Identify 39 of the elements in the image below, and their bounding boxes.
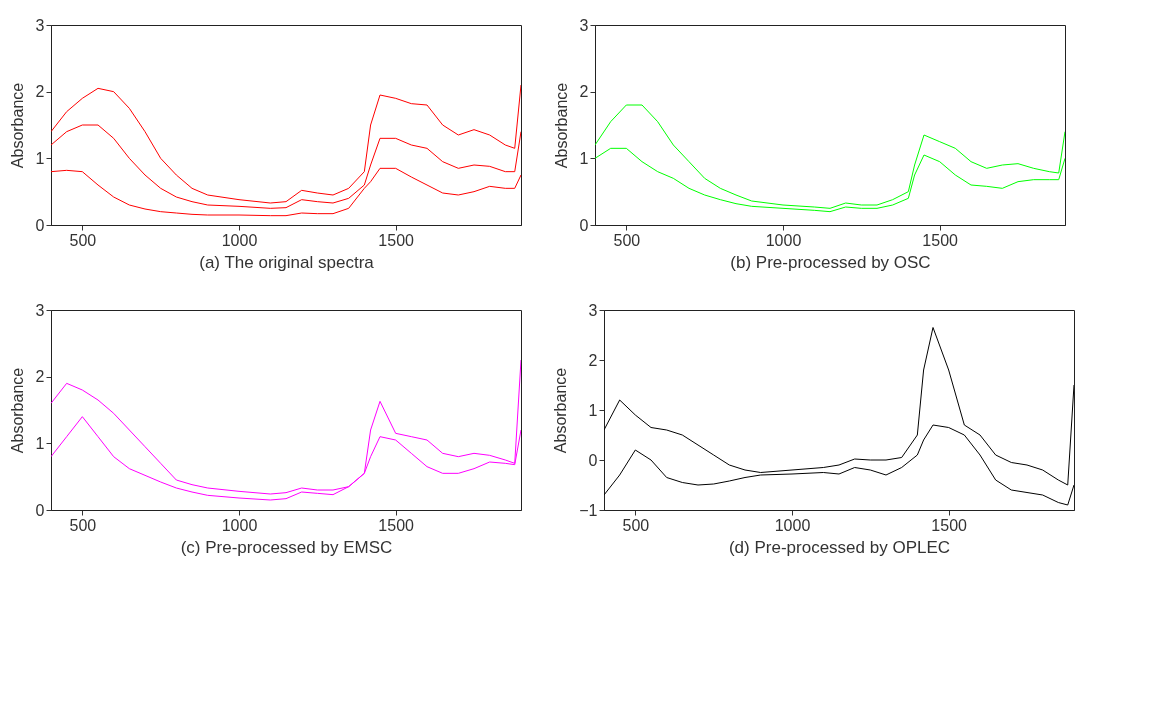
y-tick-label: −1 — [579, 501, 598, 519]
y-axis-title: Absorbance — [8, 82, 26, 169]
y-tick-label: 1 — [35, 149, 45, 167]
x-tick-label: 500 — [613, 231, 641, 249]
x-tick-label: 1000 — [765, 231, 802, 249]
line-series — [51, 84, 521, 204]
y-tick-label: 3 — [579, 16, 589, 34]
x-tick-label: 500 — [622, 516, 650, 534]
y-tick-label: 1 — [35, 434, 45, 452]
y-tick-label: 0 — [579, 216, 589, 234]
x-tick-label: 500 — [69, 231, 97, 249]
x-axis-title: (c) Pre-processed by EMSC — [180, 537, 393, 557]
y-tick-label: 3 — [588, 301, 598, 319]
y-tick-label: 2 — [35, 368, 45, 386]
y-tick-label: 1 — [579, 149, 589, 167]
y-tick-label: 3 — [35, 301, 45, 319]
x-tick-label: 1500 — [378, 516, 415, 534]
x-tick-label: 1500 — [378, 231, 415, 249]
line-series — [595, 104, 1065, 209]
x-tick-label: 500 — [69, 516, 97, 534]
y-axis-title: Absorbance — [552, 367, 570, 454]
x-tick-label: 1000 — [221, 516, 258, 534]
y-tick-label: 2 — [579, 83, 589, 101]
y-axis-title: Absorbance — [8, 367, 26, 454]
x-tick-label: 1000 — [221, 231, 258, 249]
x-tick-label: 1500 — [922, 231, 959, 249]
y-tick-label: 2 — [35, 83, 45, 101]
x-tick-label: 1500 — [931, 516, 968, 534]
x-axis-title: (d) Pre-processed by OPLEC — [728, 537, 951, 557]
x-axis-title: (a) The original spectra — [199, 252, 375, 272]
y-tick-label: 0 — [588, 451, 598, 469]
x-axis-title: (b) Pre-processed by OSC — [730, 252, 931, 272]
y-axis-title: Absorbance — [552, 82, 570, 169]
y-tick-label: 1 — [588, 401, 598, 419]
y-tick-label: 0 — [35, 216, 45, 234]
x-tick-label: 1000 — [774, 516, 811, 534]
y-tick-label: 0 — [35, 501, 45, 519]
y-tick-label: 3 — [35, 16, 45, 34]
y-tick-label: 2 — [588, 351, 598, 369]
